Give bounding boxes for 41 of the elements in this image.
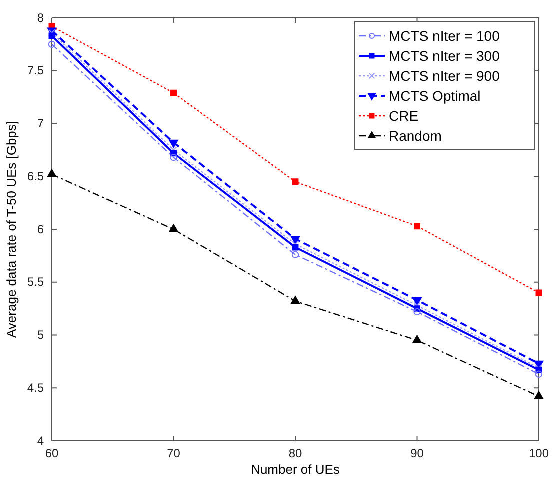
y-axis-title: Average data rate of T-50 UEs [Gbps] xyxy=(4,120,19,338)
y-tick-label: 4 xyxy=(37,434,44,448)
y-tick-label: 5.5 xyxy=(27,275,44,290)
y-tick-label: 7.5 xyxy=(27,64,44,78)
x-tick-label: 80 xyxy=(288,446,302,461)
point xyxy=(414,223,420,230)
y-tick-label: 6.5 xyxy=(27,169,44,184)
y-tick-label: 8 xyxy=(37,10,44,25)
point xyxy=(536,290,542,296)
point xyxy=(169,140,178,148)
point xyxy=(290,236,300,244)
x-tick-label: 90 xyxy=(410,446,424,461)
point xyxy=(292,178,299,186)
point xyxy=(535,370,543,378)
x-tick-label: 100 xyxy=(528,446,550,461)
point xyxy=(48,32,56,40)
legend-label: MCTS nIter = 300 xyxy=(389,48,500,64)
legend-label: Random xyxy=(389,128,442,144)
y-tick-label: 7 xyxy=(37,116,44,131)
point xyxy=(292,244,299,251)
point xyxy=(170,154,178,162)
point xyxy=(170,90,177,96)
x-tick-label: 70 xyxy=(167,446,181,461)
x-axis-title: Number of UEs xyxy=(251,462,340,477)
y-tick-label: 5 xyxy=(37,328,44,342)
point xyxy=(47,169,57,178)
y-tick-label: 4.5 xyxy=(27,380,44,395)
y-tick-label: 6 xyxy=(37,222,44,236)
point xyxy=(48,40,56,48)
legend-label: MCTS Optimal xyxy=(389,88,481,104)
point xyxy=(412,335,422,344)
x-tick-label: 60 xyxy=(45,446,59,461)
legend-label: MCTS nIter = 900 xyxy=(389,68,500,84)
point xyxy=(290,296,300,304)
point xyxy=(414,308,421,316)
point xyxy=(169,224,178,232)
legend-label: MCTS nIter = 100 xyxy=(389,28,500,44)
legend-label: CRE xyxy=(389,108,419,124)
point xyxy=(412,297,422,306)
point xyxy=(534,391,544,400)
point xyxy=(292,251,300,258)
